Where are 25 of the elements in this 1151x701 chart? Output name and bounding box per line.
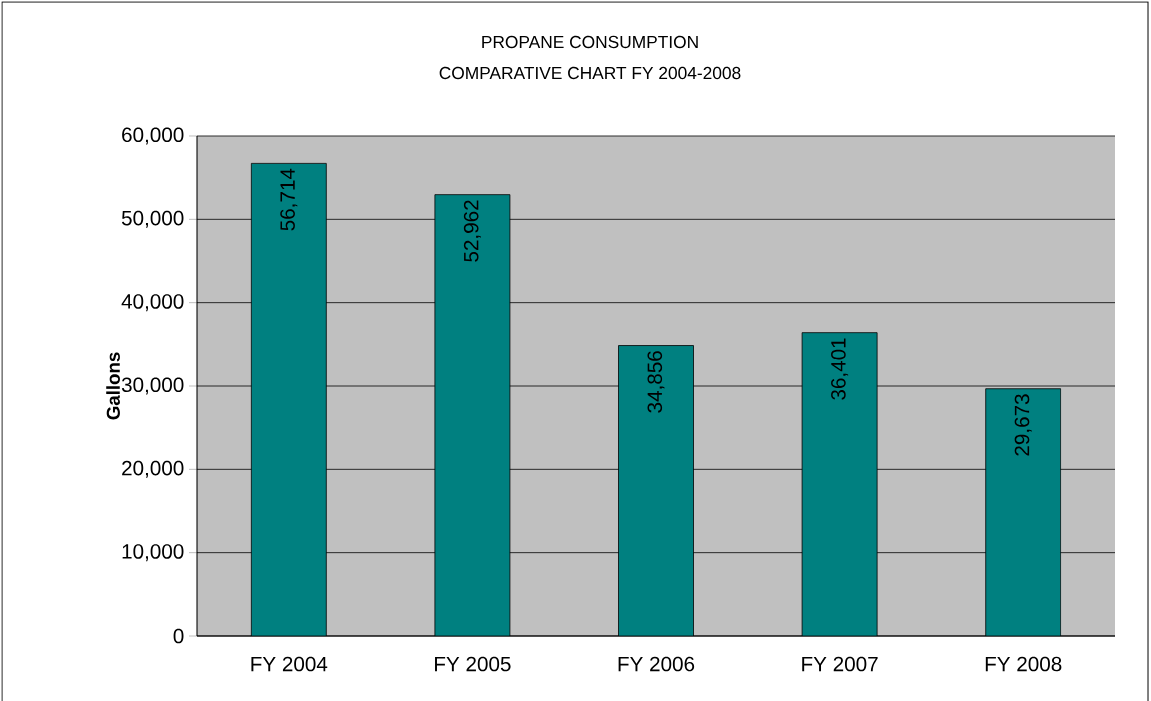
y-tick-label: 40,000 <box>121 294 184 312</box>
data-label: 36,401 <box>831 338 849 400</box>
y-tick-label: 30,000 <box>121 377 184 395</box>
x-tick-label: FY 2007 <box>802 656 878 672</box>
chart-subtitle: COMPARATIVE CHART FY 2004-2008 <box>439 66 741 80</box>
bar <box>618 345 694 636</box>
y-tick-label: 10,000 <box>122 544 184 562</box>
y-tick-label: 50,000 <box>121 210 184 228</box>
bar <box>801 332 878 636</box>
x-tick-label: FY 2006 <box>618 656 695 672</box>
bar <box>250 162 327 636</box>
bar <box>985 388 1062 636</box>
y-tick-label: 0 <box>173 628 184 644</box>
y-axis-title: Gallons <box>106 352 120 420</box>
x-tick-label: FY 2008 <box>985 656 1062 672</box>
data-label: 56,714 <box>280 168 298 231</box>
y-tick-label: 60,000 <box>122 127 184 145</box>
chart-title: PROPANE CONSUMPTION <box>482 35 698 49</box>
x-tick-label: FY 2004 <box>251 656 328 672</box>
x-tick-label: FY 2005 <box>435 656 511 672</box>
data-label: 29,673 <box>1014 394 1032 456</box>
data-label: 34,856 <box>647 351 665 413</box>
y-tick-label: 20,000 <box>122 460 184 478</box>
bar <box>434 194 511 636</box>
data-label: 52,962 <box>463 200 481 262</box>
